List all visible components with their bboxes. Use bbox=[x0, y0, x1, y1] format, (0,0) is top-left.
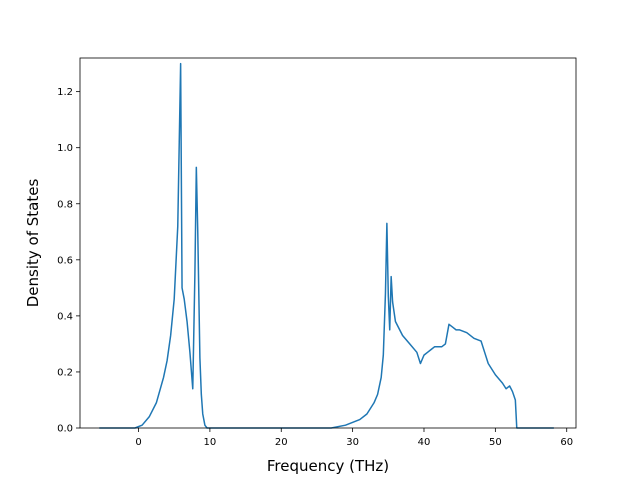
series-line-0 bbox=[99, 62, 554, 429]
y-tick-label: 0.6 bbox=[57, 255, 73, 266]
x-tick-label: 10 bbox=[204, 437, 217, 448]
y-tick-label: 0.2 bbox=[57, 367, 73, 378]
x-tick-label: 40 bbox=[418, 437, 431, 448]
x-tick-label: 30 bbox=[346, 437, 359, 448]
x-tick-label: 0 bbox=[135, 437, 141, 448]
x-tick-label: 50 bbox=[489, 437, 502, 448]
x-tick-label: 60 bbox=[560, 437, 573, 448]
x-axis: 0 10 20 30 40 50 60 bbox=[135, 428, 573, 448]
y-tick-label: 0.0 bbox=[57, 424, 73, 435]
y-tick-label: 1.0 bbox=[57, 143, 73, 154]
x-axis-label: Frequency (THz) bbox=[267, 457, 389, 475]
plot-area bbox=[99, 62, 554, 429]
x-tick-label: 20 bbox=[275, 437, 288, 448]
y-tick-label: 1.2 bbox=[57, 87, 73, 98]
y-axis-label: Density of States bbox=[24, 179, 42, 308]
y-axis: 0.0 0.2 0.4 0.6 0.8 1.0 1.2 bbox=[57, 87, 80, 435]
y-tick-label: 0.4 bbox=[57, 311, 73, 322]
axes-frame bbox=[79, 57, 577, 429]
y-tick-label: 0.8 bbox=[57, 199, 73, 210]
